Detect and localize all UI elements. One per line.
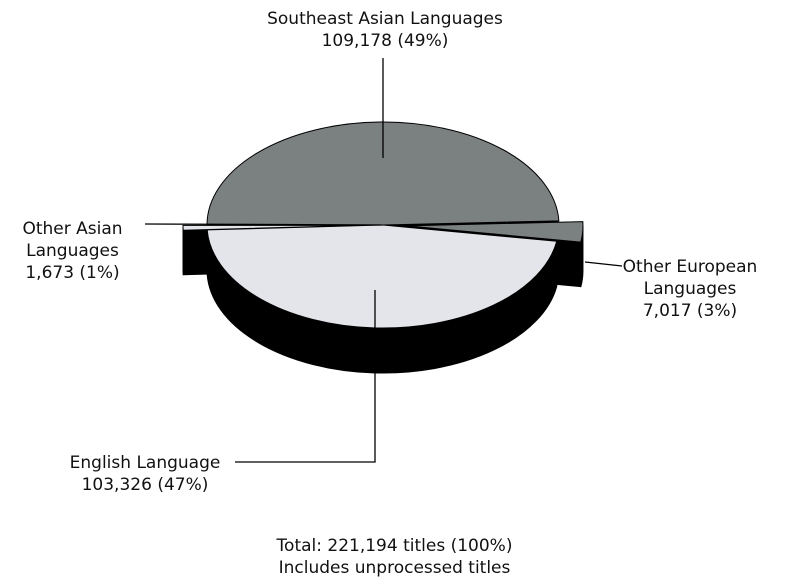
slice-label: English Language 103,326 (47%): [40, 452, 250, 496]
leader-line: [584, 261, 623, 267]
slice: [406, 221, 584, 243]
slice-label: Southeast Asian Languages 109,178 (49%): [180, 8, 590, 52]
category-label: Other European Languages: [622, 257, 758, 299]
slice: [206, 224, 558, 329]
category-label: Other Asian Languages: [22, 219, 123, 261]
category-label: Southeast Asian Languages: [267, 9, 503, 29]
category-label: English Language: [69, 453, 221, 473]
annotation: Total: 221,194 titles (100%): [276, 536, 513, 556]
slice-label: Other Asian Languages 1,673 (1%): [0, 218, 145, 284]
slice: [182, 224, 360, 231]
annotations: Total: 221,194 titles (100%) Includes un…: [0, 535, 789, 579]
value-label: 7,017 (3%): [642, 301, 738, 321]
value-label: 1,673 (1%): [25, 263, 120, 283]
value-label: 103,326 (47%): [81, 475, 209, 495]
leader-line: [235, 290, 376, 463]
slice-label: Other European Languages 7,017 (3%): [600, 256, 780, 322]
leader-line: [144, 223, 384, 226]
slice: [206, 121, 560, 226]
annotation: Includes unprocessed titles: [278, 558, 511, 578]
value-label: 109,178 (49%): [321, 31, 449, 51]
